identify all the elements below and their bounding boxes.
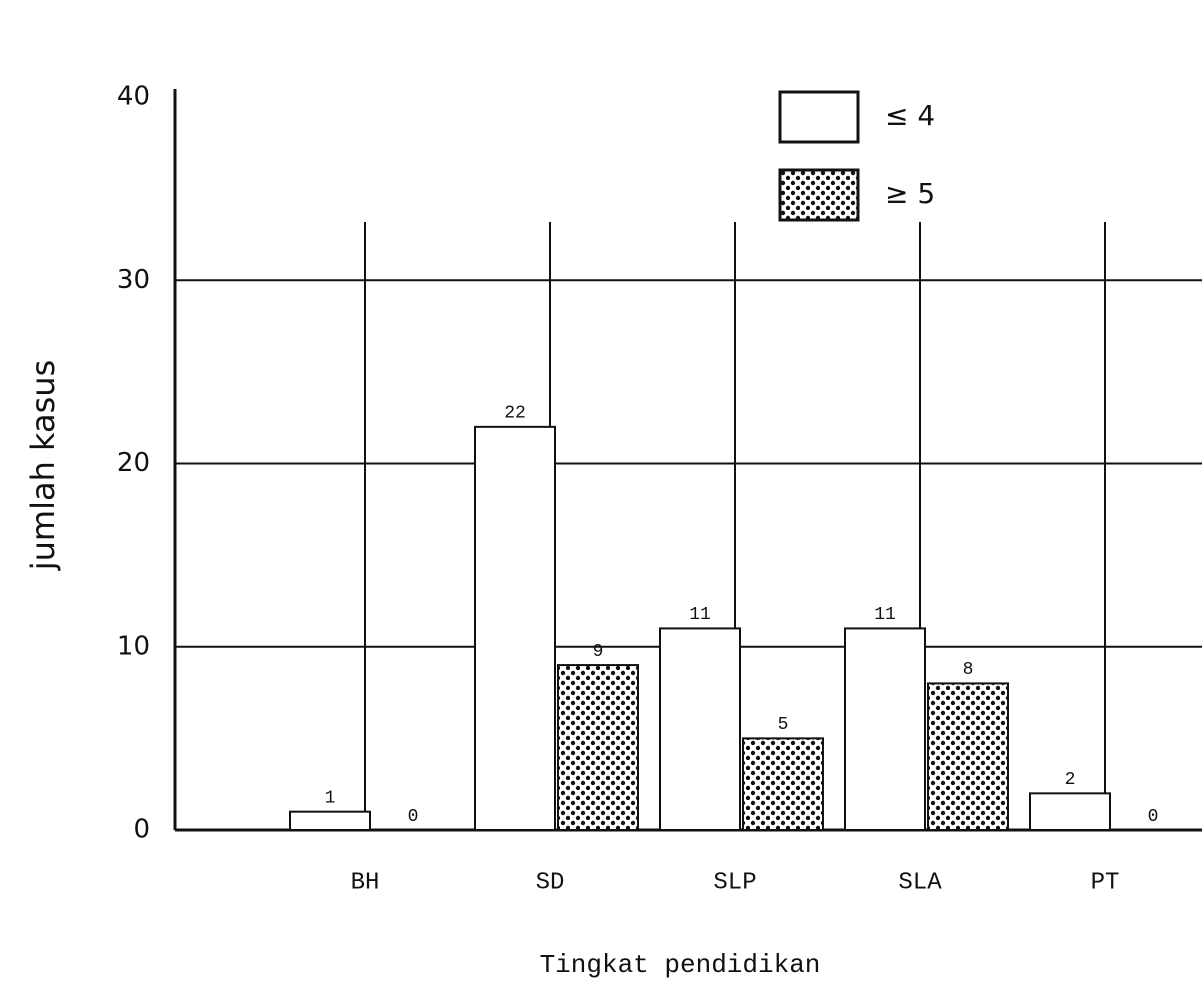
bar xyxy=(928,683,1008,830)
y-tick-label: 40 xyxy=(117,82,150,112)
x-tick-label: PT xyxy=(1091,869,1120,896)
bar xyxy=(660,628,740,830)
legend-label: ≤ 4 xyxy=(885,99,935,132)
data-label: 8 xyxy=(963,660,974,680)
chart: jumlah kasus Tingkat pendidikan 01020304… xyxy=(0,0,1202,984)
legend-label: ≥ 5 xyxy=(885,177,935,210)
bar xyxy=(1030,793,1110,830)
y-tick-label: 0 xyxy=(133,815,150,845)
x-tick-label: BH xyxy=(351,869,380,896)
bar xyxy=(290,812,370,830)
data-label: 0 xyxy=(1148,807,1159,827)
data-label: 9 xyxy=(593,642,604,662)
data-label: 1 xyxy=(325,788,336,808)
y-axis-label: jumlah kasus xyxy=(24,360,62,572)
x-axis-label: Tingkat pendidikan xyxy=(540,950,821,980)
data-label: 22 xyxy=(504,404,526,424)
bar xyxy=(558,665,638,830)
bar xyxy=(845,628,925,830)
data-label: 11 xyxy=(874,605,896,625)
data-label: 2 xyxy=(1065,770,1076,790)
data-label: 11 xyxy=(689,605,711,625)
x-tick-label: SD xyxy=(536,869,565,896)
legend-swatch xyxy=(780,170,858,220)
bar xyxy=(743,738,823,830)
y-tick-label: 20 xyxy=(117,448,150,478)
data-label: 5 xyxy=(778,715,789,735)
y-tick-label: 10 xyxy=(117,631,150,661)
legend-swatch xyxy=(780,92,858,142)
data-label: 0 xyxy=(408,807,419,827)
x-tick-label: SLA xyxy=(898,869,942,896)
y-tick-label: 30 xyxy=(117,265,150,295)
bar xyxy=(475,427,555,830)
x-tick-label: SLP xyxy=(713,869,756,896)
